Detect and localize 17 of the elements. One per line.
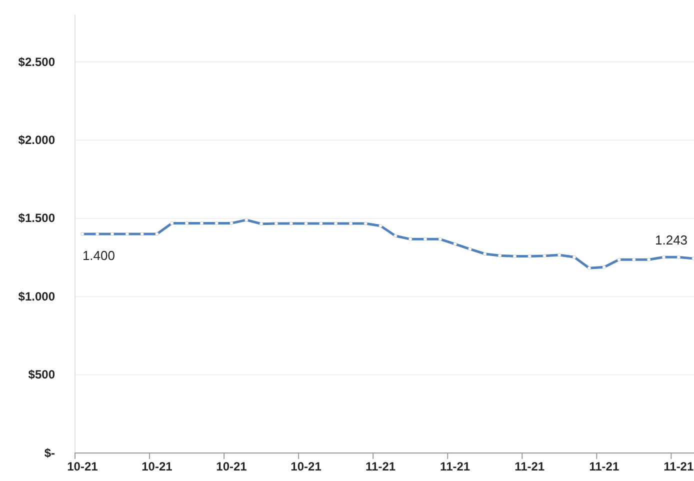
x-tick-label: 11-21 <box>366 460 396 474</box>
x-tick-label: 11-21 <box>664 460 694 474</box>
x-tick-label: 11-21 <box>589 460 620 474</box>
x-tick-label: 11-21 <box>440 460 470 474</box>
x-tick-label: 10-21 <box>290 460 322 474</box>
y-tick-label: $1.000 <box>18 289 56 304</box>
x-tick-label: 10-21 <box>216 460 248 474</box>
data-label: 1.400 <box>82 248 115 263</box>
x-tick-label: 10-21 <box>67 460 98 474</box>
x-tick-label: 11-21 <box>514 460 545 474</box>
data-label: 1.243 <box>655 232 688 248</box>
y-tick-label: $1.500 <box>18 211 56 226</box>
y-tick-label: $500 <box>28 368 56 382</box>
y-tick-label: $2.000 <box>18 132 56 147</box>
y-tick-label: $- <box>44 446 55 460</box>
x-tick-label: 10-21 <box>142 460 173 474</box>
y-tick-label: $2.500 <box>18 54 56 69</box>
